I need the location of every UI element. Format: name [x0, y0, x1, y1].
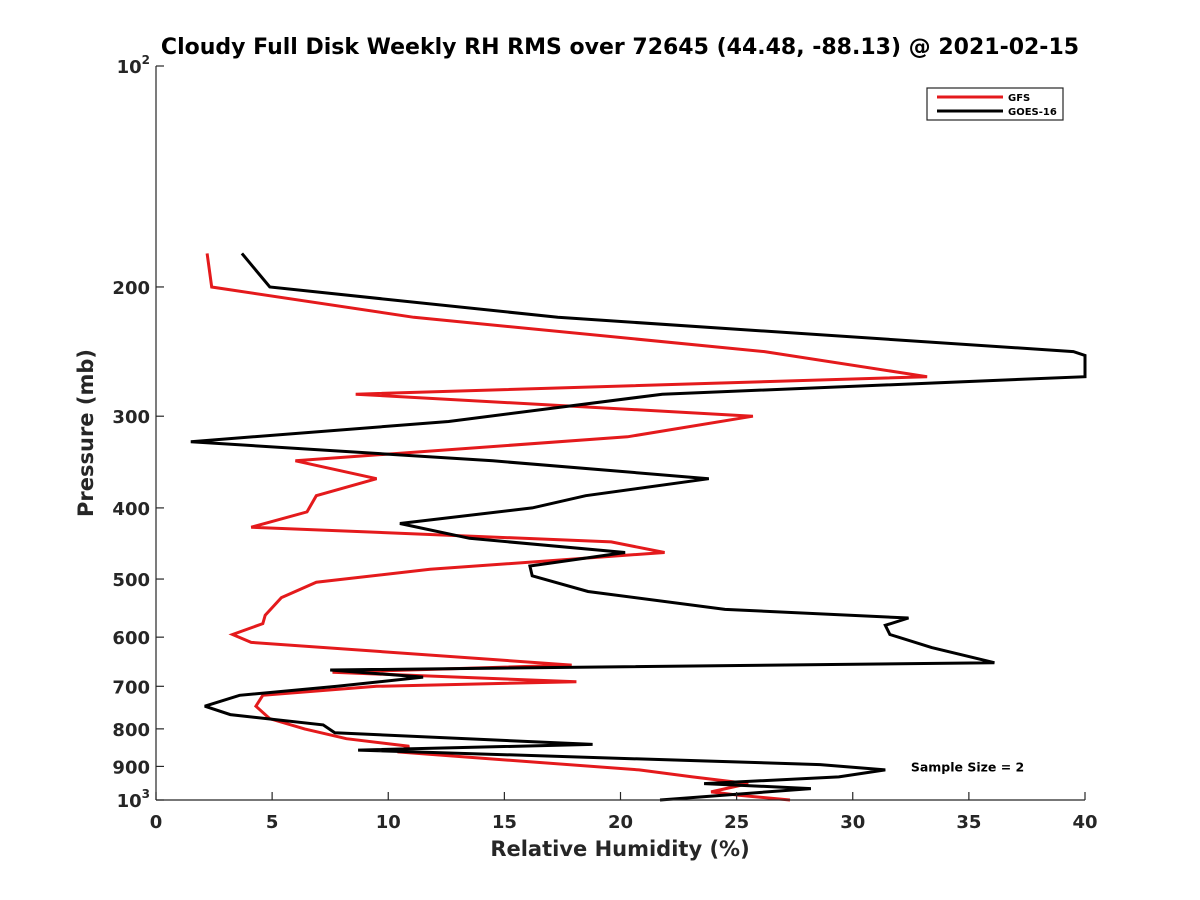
- y-axis-ticks: 102 200 300 400 500 600 700 800 900 103: [112, 53, 164, 812]
- legend-box: [926, 87, 1064, 121]
- y-tick-label: 300: [112, 407, 150, 428]
- x-tick-label: 35: [956, 812, 981, 833]
- y-tick-label: 500: [112, 570, 150, 591]
- legend: GFS GOES-16: [926, 87, 1064, 121]
- y-tick-label: 103: [117, 787, 150, 812]
- y-tick-label: 200: [112, 278, 150, 299]
- x-axis-ticks: 0 5 10 15 20 25 30 35 40: [150, 792, 1098, 833]
- y-axis-label: Pressure (mb): [74, 349, 98, 517]
- chart-title: Cloudy Full Disk Weekly RH RMS over 7264…: [161, 35, 1079, 60]
- series-layer: [190, 252, 1087, 802]
- x-tick-label: 40: [1072, 812, 1097, 833]
- series-line-goes-16: [190, 252, 1087, 802]
- sample-size-annotation: Sample Size = 2: [911, 759, 1024, 774]
- x-axis-label: Relative Humidity (%): [490, 837, 749, 861]
- annotation-layer: Sample Size = 2: [911, 759, 1024, 774]
- x-tick-label: 15: [492, 812, 517, 833]
- y-tick-label: 800: [112, 720, 150, 741]
- x-tick-label: 0: [150, 812, 163, 833]
- y-tick-label: 900: [112, 757, 150, 778]
- x-tick-label: 30: [840, 812, 865, 833]
- y-tick-label: 600: [112, 628, 150, 649]
- legend-entries: GFS GOES-16: [937, 93, 1057, 118]
- x-tick-label: 10: [376, 812, 401, 833]
- x-tick-label: 25: [724, 812, 749, 833]
- legend-label: GFS: [1008, 93, 1030, 104]
- legend-label: GOES-16: [1008, 107, 1057, 118]
- x-tick-label: 5: [266, 812, 279, 833]
- y-tick-label: 700: [112, 677, 150, 698]
- plot-area: 0 5 10 15 20 25 30 35 40 102 200 300 400 500 600 700 80…: [112, 53, 1097, 833]
- x-tick-label: 20: [608, 812, 633, 833]
- y-tick-label: 102: [117, 53, 150, 78]
- y-tick-label: 400: [112, 499, 150, 520]
